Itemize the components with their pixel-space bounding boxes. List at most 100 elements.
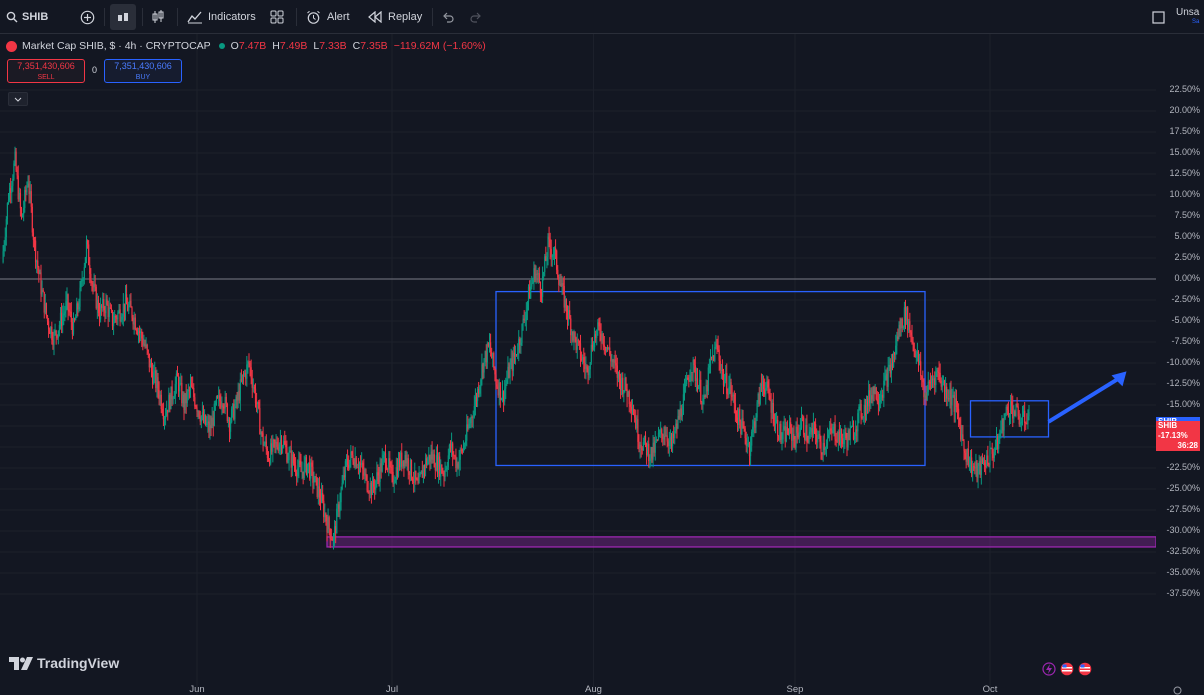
chart-drawings[interactable]	[326, 290, 1156, 548]
candle-body	[920, 361, 922, 377]
candle-body	[511, 358, 513, 371]
us-flag-icon[interactable]	[1060, 662, 1074, 676]
legend-close-label: C	[352, 40, 361, 52]
candle-body	[626, 389, 628, 397]
candle-body	[556, 250, 558, 270]
candle-body	[694, 365, 696, 382]
chart-type-button[interactable]	[150, 0, 166, 34]
candle-body	[235, 396, 237, 407]
candle-body	[30, 191, 32, 207]
candle-body	[570, 318, 572, 336]
candle-body	[85, 240, 88, 258]
candle-body	[127, 304, 129, 311]
candle-body	[527, 286, 530, 302]
save-link[interactable]: Sa	[1192, 19, 1200, 25]
candle-body	[580, 358, 583, 360]
candle-body	[783, 426, 785, 430]
replay-button[interactable]: Replay	[368, 0, 422, 34]
candle-body	[636, 419, 638, 429]
candle-body	[917, 351, 920, 364]
price-chart[interactable]	[0, 34, 1156, 695]
candle-body	[428, 454, 430, 460]
legend-collapse-button[interactable]	[8, 92, 28, 106]
candle-body	[138, 331, 141, 334]
candle-body	[1003, 418, 1005, 431]
candle-body	[650, 447, 652, 459]
lightning-icon[interactable]	[1042, 662, 1056, 676]
candle-body	[735, 413, 738, 418]
candle-body	[198, 411, 200, 418]
candle-body	[500, 398, 503, 400]
candle-body	[84, 257, 87, 268]
legend-title[interactable]: Market Cap SHIB, $ · 4h · CRYPTOCAP	[22, 40, 211, 52]
sell-button[interactable]: 7,351,430,606 SELL	[7, 59, 85, 83]
tradingview-logo[interactable]: TradingView	[9, 655, 119, 671]
candle-body	[358, 463, 361, 469]
candle-body	[968, 465, 971, 467]
candle-body	[764, 389, 766, 395]
candle-body	[216, 396, 219, 398]
candle-body	[944, 386, 947, 392]
price-tag: SHIB -17.13% 36:28	[1156, 420, 1200, 451]
candle-body	[60, 312, 63, 326]
candle-body	[939, 372, 941, 381]
settings-icon[interactable]	[1172, 686, 1183, 695]
candle-body	[654, 440, 656, 453]
us-flag-icon[interactable]	[1078, 662, 1092, 676]
candle-body	[716, 344, 718, 346]
candle-body	[1000, 430, 1002, 434]
fullscreen-toggle[interactable]	[1152, 0, 1165, 34]
candle-body	[766, 381, 768, 388]
candle-body	[43, 291, 45, 313]
candle-body	[602, 333, 604, 346]
price-axis[interactable]: 22.50% 20.00% 17.50% 15.00% 12.50% 10.00% 7.50…	[1156, 34, 1204, 679]
candle-body	[213, 403, 215, 426]
candle-body	[103, 299, 105, 311]
candle-body	[65, 301, 67, 312]
candle-body	[676, 423, 678, 429]
redo-button[interactable]	[470, 0, 482, 34]
candle-body	[820, 441, 822, 453]
y-tick-label: 17.50%	[1169, 126, 1200, 136]
candle-body	[801, 417, 804, 419]
alert-button[interactable]: Alert	[306, 0, 350, 34]
replay-label: Replay	[388, 11, 423, 23]
buy-button[interactable]: 7,351,430,606 BUY	[104, 59, 182, 83]
candle-body	[375, 480, 377, 490]
candle-body	[747, 443, 750, 444]
candle-body	[392, 471, 394, 485]
quantity-value[interactable]: 0	[92, 65, 98, 75]
buy-label: BUY	[135, 74, 151, 81]
candle-body	[995, 437, 998, 449]
candle-body	[797, 432, 799, 438]
compare-symbol-button[interactable]	[80, 0, 95, 34]
grid-icon	[270, 10, 284, 24]
indicators-button[interactable]: Indicators	[187, 0, 256, 34]
undo-button[interactable]	[442, 0, 454, 34]
chart-grid	[0, 34, 1156, 695]
candle-body	[571, 331, 573, 336]
unsaved-label[interactable]: Unsa	[1176, 7, 1200, 18]
symbol-search-button[interactable]: SHIB	[6, 0, 48, 34]
candle-body	[829, 428, 831, 435]
y-tick-label: -37.50%	[1166, 588, 1200, 598]
candle-body	[905, 307, 908, 322]
templates-button[interactable]	[270, 0, 284, 34]
candle-body	[487, 343, 490, 347]
candle-body	[809, 431, 811, 434]
candle-body	[4, 237, 6, 245]
candle-body	[590, 344, 592, 363]
candle-body	[821, 452, 823, 455]
candle-body	[157, 377, 159, 390]
candle-body	[574, 332, 576, 338]
interval-button[interactable]	[110, 4, 136, 30]
candle-body	[918, 361, 921, 364]
candle-body	[437, 456, 440, 474]
y-tick-label: 0.00%	[1174, 273, 1200, 283]
candle-body	[732, 394, 734, 397]
candle-body	[56, 335, 58, 338]
candle-body	[426, 458, 428, 465]
candle-body	[712, 355, 714, 358]
candle-body	[140, 331, 142, 334]
candle-body	[435, 455, 438, 471]
